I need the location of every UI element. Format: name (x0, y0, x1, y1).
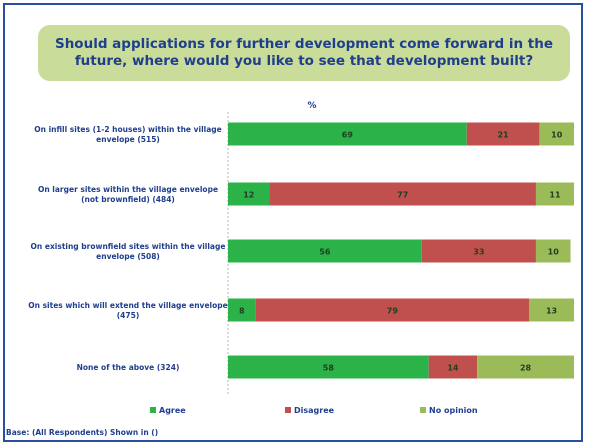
data-label: 77 (397, 191, 408, 200)
data-label: 10 (548, 248, 560, 257)
category-label: None of the above (324) (77, 363, 180, 372)
legend-swatch (285, 407, 291, 413)
bar-segment-no-opinion (535, 182, 574, 206)
data-label: 14 (447, 364, 459, 373)
bar-segment-no-opinion (529, 298, 574, 322)
data-label: 21 (497, 131, 509, 140)
category-label: On existing brownfield sites within the … (31, 242, 226, 261)
title-banner: Should applications for further developm… (38, 25, 570, 81)
legend-label: Disagree (294, 406, 335, 415)
bar-segment-no-opinion (535, 239, 571, 263)
bar-segment-agree (228, 122, 467, 146)
bar-segment-disagree (466, 122, 540, 146)
legend-swatch (420, 407, 426, 413)
bar-segment-agree (228, 355, 429, 379)
legend-swatch (150, 407, 156, 413)
category-label: On sites which will extend the village e… (28, 301, 227, 320)
bar-segment-disagree (421, 239, 536, 263)
legend-label: Agree (159, 406, 186, 415)
data-label: 69 (342, 131, 354, 140)
data-label: 58 (323, 364, 335, 373)
bar-segment-no-opinion (477, 355, 574, 379)
base-footnote: Base: (All Respondents) Shown in () (6, 428, 159, 437)
bar-segment-agree (228, 298, 256, 322)
data-label: 33 (473, 248, 484, 257)
data-label: 28 (520, 364, 532, 373)
data-label: 11 (549, 191, 561, 200)
data-label: 10 (551, 131, 563, 140)
data-label: 79 (387, 307, 399, 316)
bar-segment-agree (228, 182, 270, 206)
bar-segment-no-opinion (539, 122, 574, 146)
bar-segment-disagree (255, 298, 530, 322)
bar-segment-disagree (269, 182, 536, 206)
category-label: On infill sites (1-2 houses) within the … (34, 125, 222, 144)
chart-title: Should applications for further developm… (54, 36, 554, 69)
data-label: 8 (239, 307, 245, 316)
data-label: 12 (243, 191, 254, 200)
bar-segment-disagree (428, 355, 478, 379)
unit-label: % (307, 101, 316, 111)
category-label: On larger sites within the village envel… (38, 185, 218, 204)
data-label: 56 (319, 248, 331, 257)
bar-segment-agree (228, 239, 422, 263)
legend-label: No opinion (429, 406, 478, 415)
data-label: 13 (546, 307, 557, 316)
